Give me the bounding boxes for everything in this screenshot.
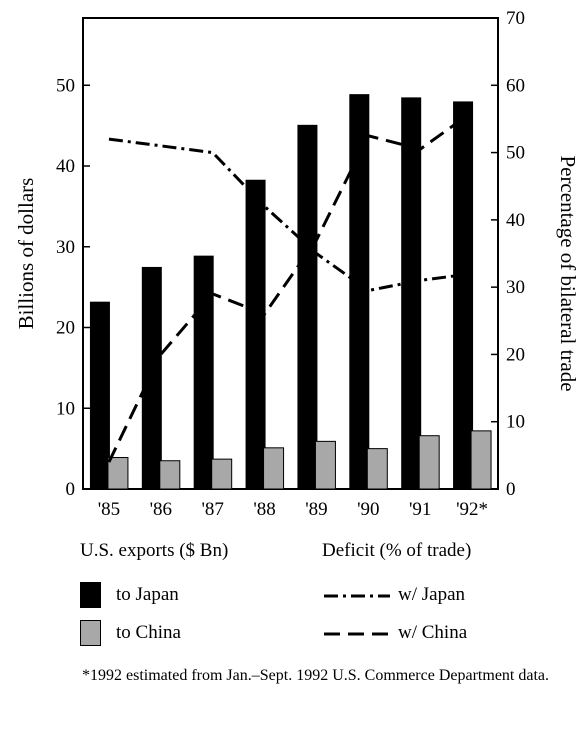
legend-label-china-deficit: w/ China [398,622,468,643]
bar-japan [245,179,266,489]
bar-china [418,435,440,490]
x-tick-label: '92* [456,499,488,520]
x-tick-label: '89 [305,499,327,520]
left-tick-label: 40 [56,156,75,177]
x-tick-label: '90 [357,499,379,520]
bar-china [263,447,285,490]
right-tick-label: 30 [506,277,525,298]
plot-area: 0 10 20 30 40 50 0 10 20 30 40 50 60 70 Billions of do… [14,8,580,520]
bar-china [107,457,129,490]
legend-exports-header: U.S. exports ($ Bn) [80,540,229,561]
left-tick-label: 20 [56,318,75,339]
left-tick-label: 0 [66,479,76,500]
x-tick-label: '91 [409,499,431,520]
bar-china [159,460,181,490]
right-tick-label: 60 [506,75,525,96]
x-tick-label: '86 [150,499,172,520]
bar-japan [349,94,370,489]
x-tick-label: '85 [98,499,120,520]
legend-line-japan [324,594,390,598]
legend-label-china-exports: to China [116,622,181,643]
bar-china [470,430,492,490]
left-tick-label: 10 [56,398,75,419]
bar-japan [453,101,474,489]
bar-china [366,448,388,490]
bar-japan [401,97,422,490]
left-tick-label: 50 [56,75,75,96]
bar-japan [297,124,318,489]
legend-line-china [324,632,390,636]
legend-swatch-china [80,620,101,646]
bar-japan [141,266,162,489]
chart: 0 10 20 30 40 50 0 10 20 30 40 50 60 70 Billions of do… [14,8,580,520]
right-tick-label: 20 [506,344,525,365]
plot-frame [82,17,499,490]
right-tick-label: 10 [506,412,525,433]
right-axis-title: Percentage of bilateral trade [556,155,580,391]
right-tick-label: 0 [506,479,516,500]
x-tick-label: '87 [201,499,223,520]
line-china-deficit [107,110,473,463]
footnote: *1992 estimated from Jan.–Sept. 1992 U.S… [82,667,550,684]
x-tick-label: '88 [253,499,275,520]
right-tick-label: 50 [506,143,525,164]
legend-label-japan-exports: to Japan [116,584,179,605]
bar-japan [89,301,110,489]
line-japan-deficit [108,137,473,293]
legend-deficit-header: Deficit (% of trade) [322,540,472,561]
right-tick-label: 40 [506,210,525,231]
bar-china [314,440,336,490]
legend-swatch-japan [80,582,101,608]
left-tick-label: 30 [56,237,75,258]
legend-label-japan-deficit: w/ Japan [398,584,466,605]
bar-japan [193,255,214,489]
bar-china [211,458,233,490]
left-axis-title: Billions of dollars [14,178,38,330]
right-tick-label: 70 [506,8,525,29]
